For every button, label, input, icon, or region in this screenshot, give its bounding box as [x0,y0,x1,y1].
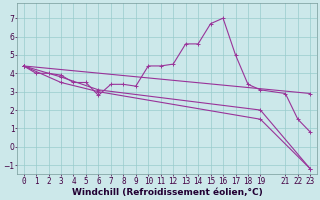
X-axis label: Windchill (Refroidissement éolien,°C): Windchill (Refroidissement éolien,°C) [72,188,262,197]
